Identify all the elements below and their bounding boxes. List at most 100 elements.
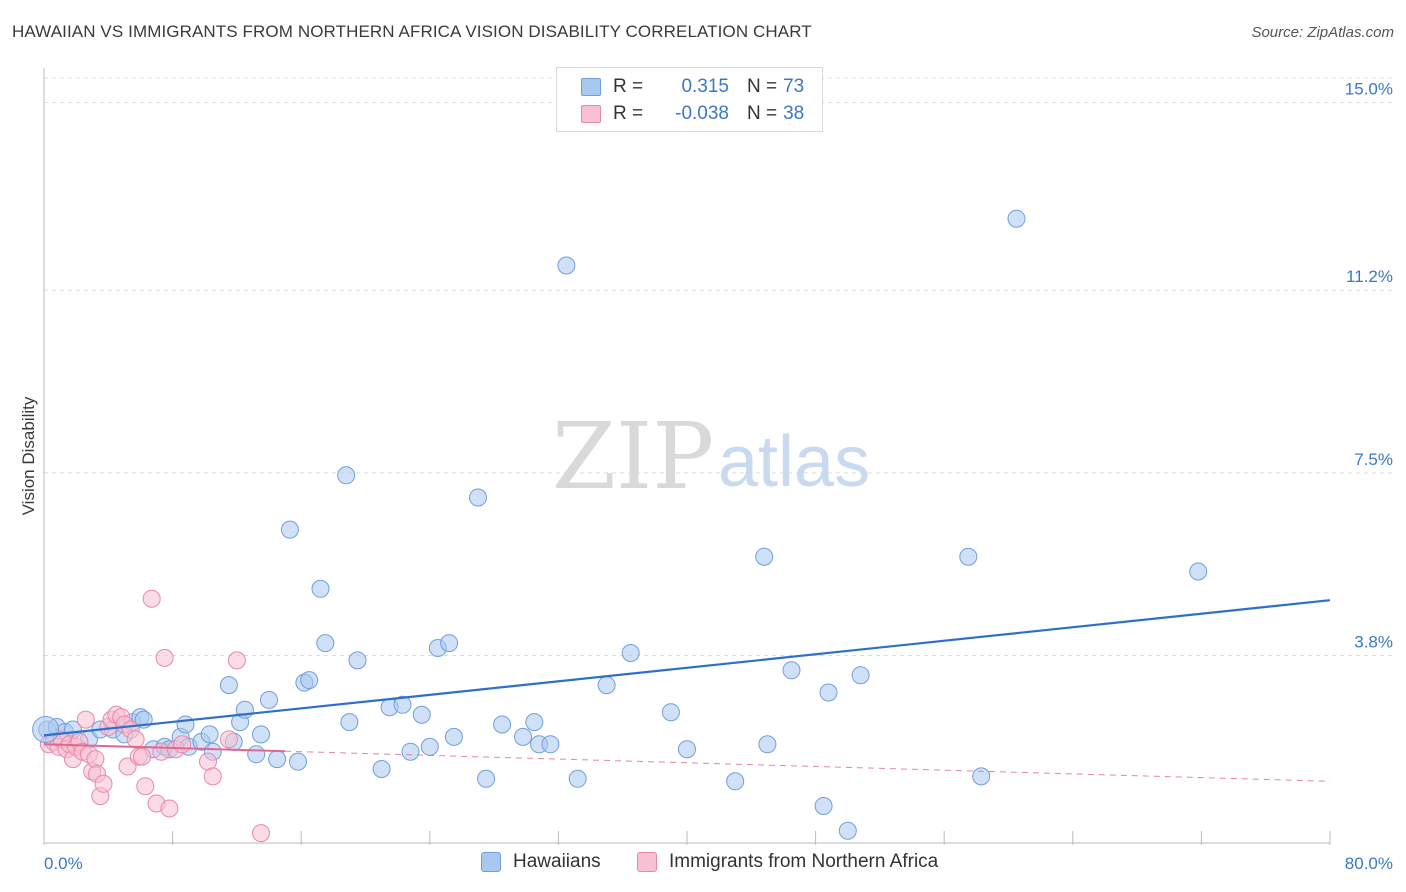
series-legend-label: Immigrants from Northern Africa bbox=[669, 851, 939, 872]
data-point bbox=[311, 579, 330, 598]
data-point bbox=[851, 666, 870, 685]
data-point bbox=[819, 683, 838, 702]
data-point bbox=[514, 727, 532, 746]
series-hawaiians bbox=[38, 209, 1208, 840]
data-point bbox=[525, 713, 544, 732]
chart-title: HAWAIIAN VS IMMIGRANTS FROM NORTHERN AFR… bbox=[12, 22, 812, 41]
correlation-legend: R = 0.315 N = 73 R = -0.038 N = 38 bbox=[556, 67, 823, 132]
axes bbox=[43, 68, 1331, 845]
data-point bbox=[597, 676, 616, 695]
data-point bbox=[142, 589, 161, 608]
data-point bbox=[337, 466, 356, 485]
legend-n-label: N = bbox=[747, 76, 778, 97]
legend-r-label: R = bbox=[613, 103, 644, 124]
data-point bbox=[541, 735, 560, 754]
data-point bbox=[393, 695, 412, 714]
data-point bbox=[176, 715, 195, 734]
watermark-atlas: atlas bbox=[718, 422, 870, 502]
data-point bbox=[200, 725, 219, 744]
x-tick-label: 0.0% bbox=[44, 854, 83, 873]
watermark-zip: ZIP bbox=[552, 403, 714, 510]
data-point bbox=[972, 767, 991, 786]
trend-line-extension bbox=[285, 750, 1331, 782]
series-legend-swatch bbox=[481, 852, 501, 872]
data-point bbox=[372, 760, 391, 778]
data-point bbox=[782, 661, 801, 680]
series-legend-hawaiians[interactable]: Hawaiians bbox=[481, 851, 601, 873]
data-point bbox=[440, 634, 459, 653]
legend-row-immigrants: R = -0.038 N = 38 bbox=[581, 102, 804, 126]
data-point bbox=[444, 727, 463, 746]
data-point bbox=[959, 547, 978, 566]
data-point bbox=[412, 705, 431, 724]
data-point bbox=[268, 750, 287, 769]
source-label: Source: ZipAtlas.com bbox=[1251, 24, 1394, 41]
legend-row-hawaiians: R = 0.315 N = 73 bbox=[581, 75, 804, 99]
data-point bbox=[280, 520, 299, 539]
series-legend-swatch bbox=[637, 852, 657, 872]
trend-line-hawaiians bbox=[43, 599, 1331, 737]
data-point bbox=[160, 799, 179, 818]
y-tick-label: 7.5% bbox=[1354, 450, 1393, 469]
trend-lines bbox=[43, 599, 1331, 782]
data-point bbox=[1189, 562, 1208, 581]
data-point bbox=[348, 651, 367, 670]
data-point bbox=[252, 725, 270, 744]
series-legend-label: Hawaiians bbox=[513, 851, 601, 872]
data-point bbox=[1007, 209, 1026, 228]
data-point bbox=[477, 769, 496, 788]
data-point bbox=[661, 703, 680, 722]
legend-n-value: 73 bbox=[783, 76, 805, 97]
legend-swatch-hawaiians bbox=[581, 78, 601, 96]
axis-labels: 3.8% 7.5% 11.2% 15.0% 0.0% 80.0% Vision Disabi… bbox=[19, 80, 1393, 873]
data-point bbox=[755, 547, 774, 566]
legend-r-value: 0.315 bbox=[681, 76, 729, 97]
data-point bbox=[252, 824, 270, 843]
data-point bbox=[726, 772, 745, 791]
data-point bbox=[203, 767, 222, 786]
data-point bbox=[260, 690, 278, 709]
data-point bbox=[155, 648, 174, 667]
y-tick-label: 15.0% bbox=[1345, 80, 1393, 99]
watermark: ZIP atlas bbox=[552, 403, 870, 510]
data-points bbox=[32, 209, 1208, 843]
data-point bbox=[219, 730, 238, 749]
legend-n-label: N = bbox=[747, 103, 778, 124]
data-point bbox=[340, 713, 359, 732]
series-immigrants bbox=[39, 589, 270, 843]
data-point bbox=[32, 715, 60, 743]
y-tick-label: 11.2% bbox=[1346, 267, 1393, 286]
data-point bbox=[173, 735, 192, 754]
data-point bbox=[76, 710, 95, 729]
legend-n-value: 38 bbox=[783, 103, 805, 124]
series-legend-immigrants[interactable]: Immigrants from Northern Africa bbox=[637, 851, 938, 873]
data-point bbox=[300, 671, 319, 690]
data-point bbox=[621, 644, 640, 662]
data-point bbox=[289, 752, 307, 771]
data-point bbox=[136, 777, 155, 796]
data-point bbox=[568, 769, 587, 788]
data-point bbox=[316, 634, 335, 653]
data-point bbox=[401, 742, 420, 761]
data-point bbox=[469, 488, 487, 507]
data-point bbox=[133, 747, 152, 766]
y-axis-title: Vision Disability bbox=[19, 396, 38, 515]
legend-r-value: -0.038 bbox=[675, 103, 729, 124]
data-point bbox=[678, 740, 696, 759]
data-point bbox=[247, 745, 266, 764]
data-point bbox=[493, 715, 512, 734]
legend-r-label: R = bbox=[613, 76, 644, 97]
data-point bbox=[219, 676, 238, 695]
data-point bbox=[758, 735, 777, 754]
data-point bbox=[814, 797, 833, 815]
data-point bbox=[94, 774, 113, 793]
data-point bbox=[838, 821, 857, 840]
trend-line-immigrants bbox=[43, 743, 286, 753]
data-point bbox=[126, 730, 145, 749]
y-tick-label: 3.8% bbox=[1354, 632, 1393, 651]
data-point bbox=[557, 256, 576, 275]
series-legend: Hawaiians Immigrants from Northern Afric… bbox=[0, 851, 1406, 877]
legend-swatch-immigrants bbox=[581, 105, 601, 123]
data-point bbox=[420, 737, 439, 756]
